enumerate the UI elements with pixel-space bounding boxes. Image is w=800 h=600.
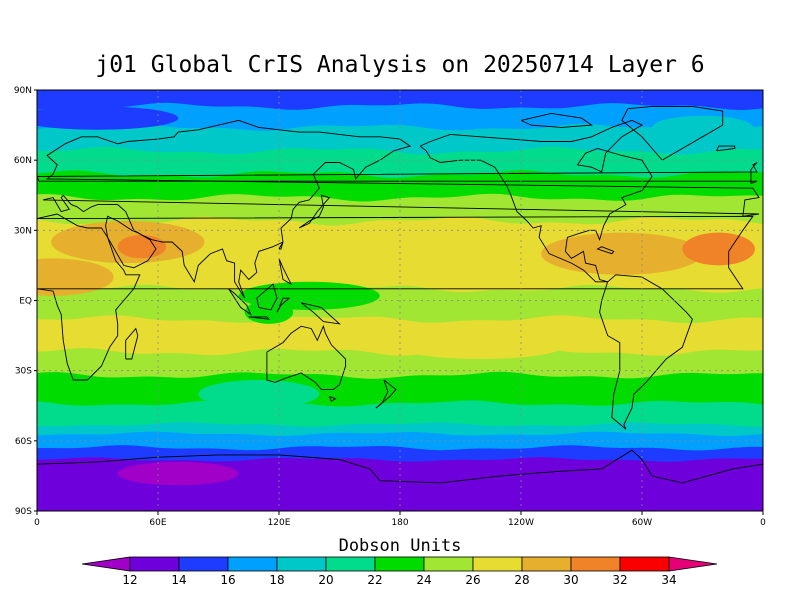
ozone-anomaly — [117, 235, 167, 259]
y-tick-label: 60N — [14, 156, 32, 166]
coastline — [419, 119, 653, 283]
ozone-anomaly — [682, 232, 755, 266]
coastline — [42, 119, 760, 299]
coastline — [37, 213, 754, 381]
y-tick-label: 60S — [15, 437, 32, 447]
colorbar-label: 34 — [661, 573, 676, 587]
y-tick-label: 90S — [15, 507, 32, 517]
map-title: j01 Global CrIS Analysis on 20250714 Lay… — [95, 52, 705, 78]
colorbar-box — [374, 556, 425, 572]
colorbar-box — [619, 556, 670, 572]
coastline — [621, 105, 724, 161]
y-tick-label: 30S — [15, 367, 32, 377]
ozone-anomaly — [198, 380, 320, 409]
x-tick-label: 60W — [632, 518, 652, 528]
coastline — [125, 327, 139, 360]
colorbar-box — [276, 556, 327, 572]
colorbar-label: 32 — [612, 573, 627, 587]
colorbar-arrow-low — [81, 556, 131, 572]
ozone-anomaly — [400, 335, 562, 359]
colorbar-label: 20 — [318, 573, 333, 587]
coastline — [716, 145, 736, 152]
colorbar-box — [521, 556, 572, 572]
coastline — [37, 449, 763, 484]
coastline — [328, 395, 337, 402]
coastline — [37, 162, 758, 185]
colorbar-box — [570, 556, 621, 572]
ozone-anomaly — [244, 300, 294, 324]
ozone-anomaly — [541, 232, 703, 275]
colorbar-box — [227, 556, 278, 572]
x-tick-label: 0 — [34, 518, 40, 528]
colorbar-label: 24 — [416, 573, 431, 587]
x-tick-label: 120W — [508, 518, 534, 528]
colorbar: 12 14 16 18 20 22 24 26 28 30 32 34 — [81, 556, 718, 587]
x-tick-label: 0 — [760, 518, 766, 528]
coastline — [300, 302, 341, 325]
colorbar-box — [129, 556, 180, 572]
coastline — [256, 283, 278, 311]
coastline — [248, 316, 270, 320]
coastline — [266, 324, 347, 390]
coastline — [596, 246, 615, 255]
coastline — [278, 258, 293, 286]
ozone-anomaly — [117, 461, 239, 486]
coastline — [520, 112, 593, 128]
coastline — [276, 297, 291, 313]
lat-lon-grid — [37, 90, 763, 511]
colorbar-arrow-high — [668, 556, 718, 572]
coastlines — [37, 105, 763, 484]
ozone-anomaly — [37, 258, 114, 296]
colorbar-box — [178, 556, 229, 572]
colorbar-label: 14 — [171, 573, 186, 587]
coastline — [298, 194, 331, 229]
colorbar-box — [325, 556, 376, 572]
x-tick-label: 60E — [149, 518, 166, 528]
colorbar-label: 12 — [122, 573, 137, 587]
ozone-anomaly — [652, 115, 753, 140]
x-tick-label: 120E — [268, 518, 291, 528]
coastline — [278, 241, 284, 250]
colorbar-label: 16 — [220, 573, 235, 587]
colorbar-label: 30 — [563, 573, 578, 587]
colorbar-label: 26 — [465, 573, 480, 587]
ozone-anomaly — [37, 106, 179, 130]
y-tick-label: 90N — [14, 86, 32, 96]
ozone-field — [37, 90, 763, 511]
colorbar-label: 18 — [269, 573, 284, 587]
x-tick-label: 180 — [391, 518, 408, 528]
colorbar-box — [472, 556, 523, 572]
colorbar-title: Dobson Units — [338, 536, 462, 556]
y-tick-label: 30N — [14, 226, 32, 236]
coastline — [228, 288, 252, 316]
x-axis-ticks: 0 60E 120E 180 120W 60W 0 — [34, 511, 766, 528]
y-tick-label: EQ — [19, 297, 32, 307]
colorbar-label: 28 — [514, 573, 529, 587]
colorbar-label: 22 — [367, 573, 382, 587]
colorbar-box — [423, 556, 474, 572]
y-axis-ticks: 90N 60N 30N EQ 30S 60S 90S — [14, 86, 37, 517]
coastline — [375, 379, 397, 409]
